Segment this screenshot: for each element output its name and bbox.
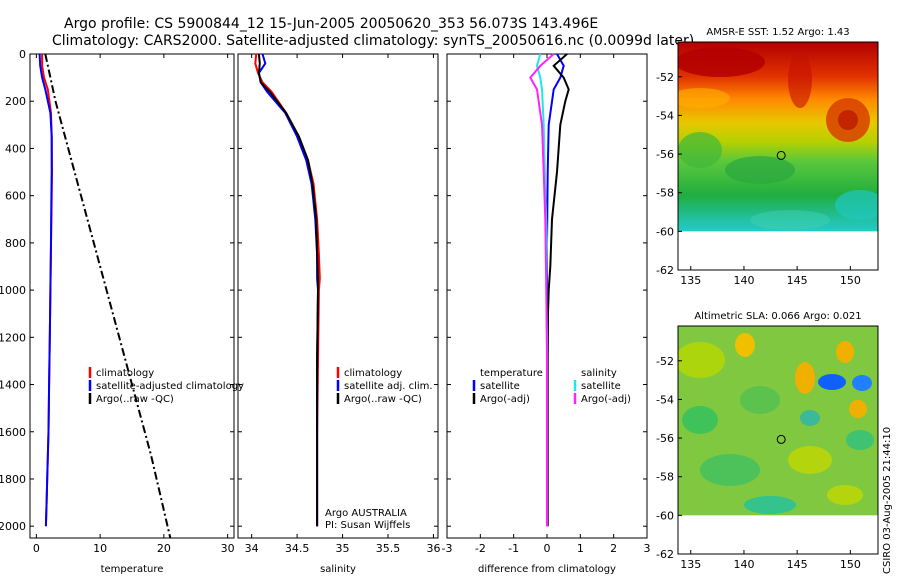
x-tick-label: -3 (442, 542, 453, 555)
x-tick-label: 1 (577, 542, 584, 555)
series-line-2 (44, 53, 172, 539)
x-tick-label: 35.5 (376, 542, 401, 555)
panel-annotation: PI: Susan Wijffels (325, 520, 410, 531)
x-tick-label: 36 (426, 542, 440, 555)
y-tick-label: 200 (5, 95, 26, 108)
series-line-0 (254, 53, 321, 527)
map-y-tick-label: -54 (656, 393, 674, 406)
legend-label: Argo(-adj) (581, 394, 631, 405)
sst-map: AMSR-E SST: 1.52 Argo: 1.43 135 140 145 150… (656, 27, 879, 287)
x-tick-label: 20 (157, 542, 171, 555)
x-tick-label: 34 (245, 542, 259, 555)
sst-map-frame (677, 41, 879, 271)
x-axis-label: salinity (320, 564, 356, 575)
y-tick-label: 1200 (0, 331, 26, 344)
series-line-1 (38, 53, 53, 527)
map-y-tick-label: -60 (656, 225, 674, 238)
y-tick-label: 1000 (0, 284, 26, 297)
map-y-tick-label: -58 (656, 471, 674, 484)
sst-map-title: AMSR-E SST: 1.52 Argo: 1.43 (706, 27, 849, 38)
x-tick-label: 2 (610, 542, 617, 555)
map-x-tick-label: 145 (787, 274, 808, 287)
map-x-tick-label: 140 (733, 274, 754, 287)
sst-argo-location-marker (776, 150, 786, 160)
series-line-1 (257, 53, 320, 527)
sst-map-axes: 135 140 145 150 -52 -54 -56 -58 -60 -62 (656, 71, 878, 287)
series-line-1 (546, 53, 570, 527)
sla-map-title: Altimetric SLA: 0.066 Argo: 0.021 (694, 311, 861, 322)
map-y-tick-label: -62 (656, 548, 674, 561)
temperature-panel: 0 10 20 30 temperature 0 200 400 600 800 1000 1200 1… (0, 48, 244, 575)
legend-label: satellite (480, 381, 520, 392)
map-y-tick-label: -52 (656, 71, 674, 84)
series-line-3 (529, 53, 555, 527)
plot-frame (29, 53, 235, 539)
y-tick-label: 1600 (0, 426, 26, 439)
no-data-area (678, 515, 878, 554)
panel-annotation: Argo AUSTRALIA (325, 508, 407, 519)
legend-header: temperature (480, 368, 543, 379)
csiro-timestamp: CSIRO 03-Aug-2005 21:44:10 (882, 427, 893, 574)
map-x-tick-label: 150 (840, 558, 861, 571)
sla-map-frame (677, 325, 879, 555)
y-tick-label: 400 (5, 142, 26, 155)
map-x-tick-label: 145 (787, 558, 808, 571)
x-tick-label: 30 (221, 542, 235, 555)
map-y-tick-label: -56 (656, 148, 674, 161)
header-line-2: Climatology: CARS2000. Satellite-adjuste… (52, 33, 694, 49)
x-tick-label: 35 (336, 542, 350, 555)
map-x-tick-label: 135 (680, 274, 701, 287)
legend-label: climatology (96, 368, 154, 379)
x-tick-label: 34.5 (285, 542, 310, 555)
no-data-area (678, 231, 878, 270)
x-axis-label: difference from climatology (478, 564, 616, 575)
legend-label: Argo(-adj) (480, 394, 530, 405)
legend-label: satellite (581, 381, 621, 392)
sla-argo-location-marker (776, 434, 786, 444)
legend-label: satellite adj. clim. (344, 381, 433, 392)
header-line-1: Argo profile: CS 5900844_12 15-Jun-2005 … (64, 16, 598, 32)
x-tick-label: 3 (644, 542, 651, 555)
map-y-tick-label: -58 (656, 187, 674, 200)
x-axis-label: temperature (101, 564, 164, 575)
x-tick-label: -1 (508, 542, 519, 555)
y-tick-label: 800 (5, 237, 26, 250)
legend-label: satellite-adjusted climatology (96, 381, 244, 392)
legend-label: Argo(..raw -QC) (344, 394, 422, 405)
y-tick-label: 1800 (0, 473, 26, 486)
y-tick-label: 600 (5, 190, 26, 203)
salinity-panel: 34 34.5 35 35.5 36 salinity climatology satelli… (237, 53, 440, 575)
plot-frame (237, 53, 439, 539)
x-tick-label: 0 (544, 542, 551, 555)
x-tick-label: -2 (475, 542, 486, 555)
sst-heatmap (678, 42, 878, 234)
map-y-tick-label: -52 (656, 355, 674, 368)
sla-map: Altimetric SLA: 0.066 Argo: 0.021 135 140… (656, 311, 879, 571)
sla-heatmap (678, 326, 878, 518)
legend-label: Argo(..raw -QC) (96, 394, 174, 405)
map-x-tick-label: 140 (733, 558, 754, 571)
y-tick-label: 1400 (0, 379, 26, 392)
x-tick-label: 0 (33, 542, 40, 555)
series-line-2 (257, 53, 319, 527)
map-y-tick-label: -56 (656, 432, 674, 445)
y-tick-label: 0 (19, 48, 26, 61)
legend-label: climatology (344, 368, 402, 379)
map-y-tick-label: -60 (656, 509, 674, 522)
map-y-tick-label: -62 (656, 264, 674, 277)
map-x-tick-label: 150 (840, 274, 861, 287)
sla-map-axes: 135 140 145 150 -52 -54 -56 -58 -60 -62 (656, 355, 878, 571)
x-tick-label: 10 (93, 542, 107, 555)
map-y-tick-label: -54 (656, 109, 674, 122)
legend-header: salinity (581, 368, 617, 379)
y-tick-label: 2000 (0, 520, 26, 533)
difference-panel: -3 -2 -1 0 1 2 3 difference from climatology tem… (442, 53, 651, 575)
map-x-tick-label: 135 (680, 558, 701, 571)
